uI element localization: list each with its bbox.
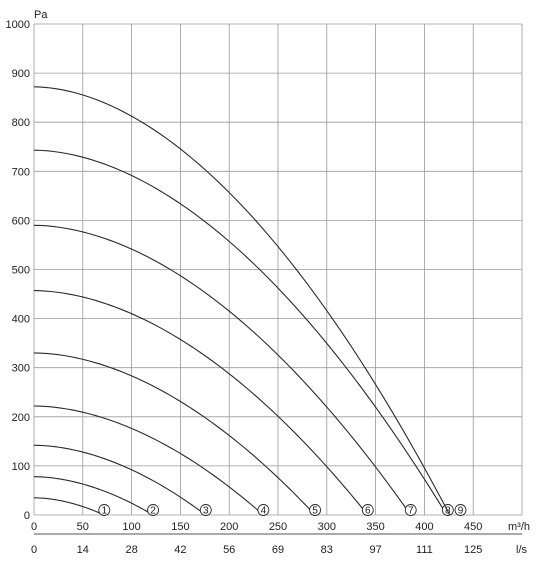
x-tick-label: 150 <box>171 521 189 533</box>
y-tick-label: 500 <box>12 265 30 277</box>
curve-label-circle <box>199 504 212 516</box>
y-tick-label: 100 <box>12 461 30 473</box>
curve-1 <box>33 497 105 516</box>
x2-tick-label: 125 <box>464 544 482 556</box>
x-tick-label: 0 <box>31 521 37 533</box>
y-tick-label: 1000 <box>6 19 30 31</box>
x-tick-label: 400 <box>415 521 433 533</box>
x-tick-label: 100 <box>122 521 140 533</box>
y-axis-unit: Pa <box>34 9 48 21</box>
x-axis-unit: m³/h <box>508 521 530 533</box>
curve-6 <box>33 290 369 516</box>
x-tick-label: 300 <box>318 521 336 533</box>
curve-2 <box>33 476 154 516</box>
curve-7 <box>33 224 412 516</box>
curve-label: 7 <box>408 506 414 517</box>
curve-label: 4 <box>261 506 267 517</box>
y-tick-label: 900 <box>12 68 30 80</box>
y-tick-label: 0 <box>24 510 30 522</box>
x-tick-label: 450 <box>464 521 482 533</box>
x-tick-label: 200 <box>220 521 238 533</box>
curve-label: 6 <box>365 506 371 517</box>
curve-3 <box>33 444 207 516</box>
curve-label-circle <box>361 504 374 516</box>
x2-tick-label: 69 <box>272 544 284 556</box>
x-tick-label: 350 <box>366 521 384 533</box>
y-tick-label: 200 <box>12 412 30 424</box>
y-tick-label: 400 <box>12 314 30 326</box>
curve-label-circle <box>309 504 322 516</box>
curve-label: 5 <box>312 506 318 517</box>
x2-tick-label: 0 <box>31 544 37 556</box>
curve-5 <box>33 352 316 516</box>
curve-label: 9 <box>458 506 464 517</box>
curve-label-circle <box>454 504 467 516</box>
y-tick-label: 600 <box>12 215 30 227</box>
curve-label: 2 <box>150 506 156 517</box>
x2-tick-label: 56 <box>223 544 235 556</box>
curve-9 <box>33 86 451 516</box>
y-tick-label: 800 <box>12 117 30 129</box>
x2-tick-label: 42 <box>174 544 186 556</box>
x2-axis-unit: l/s <box>516 544 528 556</box>
x-tick-label: 250 <box>269 521 287 533</box>
curve-8 <box>33 149 448 516</box>
curve-label-circle <box>257 504 270 516</box>
curve-4 <box>33 405 264 516</box>
curve-label: 1 <box>101 506 107 517</box>
y-tick-label: 700 <box>12 166 30 178</box>
curve-label-circle <box>404 504 417 516</box>
y-tick-label: 300 <box>12 363 30 375</box>
x2-tick-label: 97 <box>369 544 381 556</box>
x2-tick-label: 83 <box>321 544 333 556</box>
curve-label-circle <box>98 504 111 516</box>
x2-tick-label: 14 <box>77 544 89 556</box>
curve-label-circle <box>147 504 160 516</box>
x2-tick-label: 111 <box>416 544 433 556</box>
x2-tick-label: 28 <box>125 544 137 556</box>
x-tick-label: 50 <box>77 521 89 533</box>
curve-label: 3 <box>203 506 209 517</box>
grid <box>33 23 523 535</box>
